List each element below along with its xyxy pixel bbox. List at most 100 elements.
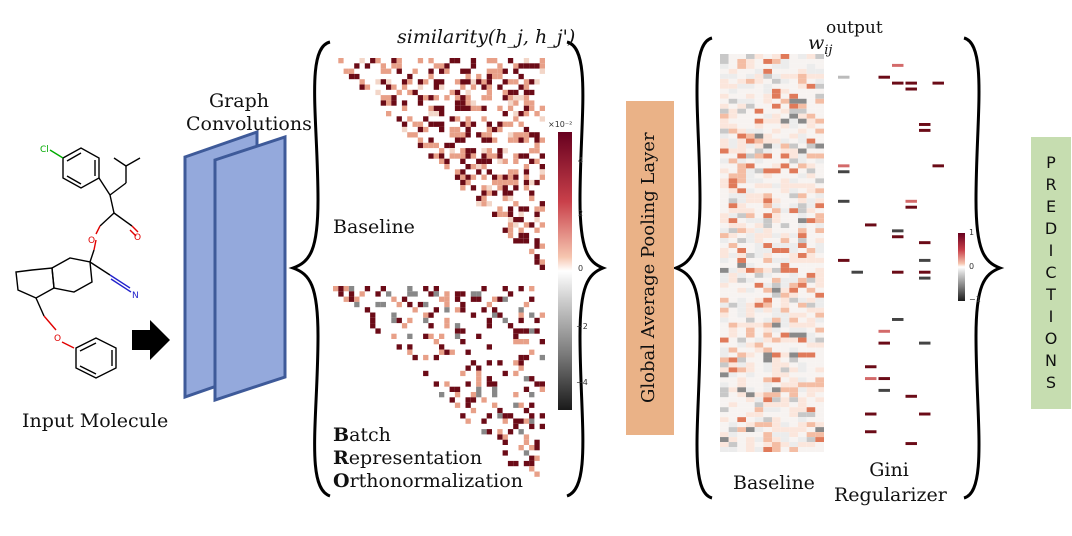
weight-cell	[772, 422, 781, 428]
similarity-cell	[454, 137, 461, 143]
similarity-cell	[470, 148, 477, 154]
similarity-cell	[486, 429, 492, 435]
similarity-cell	[386, 291, 392, 297]
similarity-cell	[454, 116, 461, 122]
weight-cell	[806, 193, 816, 199]
weight-cell	[806, 138, 816, 144]
weight-cell	[815, 148, 824, 154]
weight-cell	[806, 163, 816, 169]
similarity-cell	[412, 132, 418, 138]
weight-cell	[754, 253, 764, 258]
weight-cell	[754, 417, 764, 423]
o-atom-label: O	[88, 236, 95, 246]
weight-cell	[763, 372, 772, 378]
similarity-cell	[460, 79, 466, 85]
similarity-cell	[486, 158, 492, 164]
weight-cell	[737, 218, 746, 224]
similarity-cell	[401, 121, 408, 127]
weight-cell	[780, 153, 790, 159]
weight-cell	[789, 93, 798, 99]
similarity-cell	[523, 179, 530, 186]
weight-cell	[746, 367, 755, 373]
weight-cell	[789, 243, 798, 249]
similarity-cell	[486, 126, 492, 133]
predictions-letter: D	[1044, 219, 1058, 238]
weight-cell	[720, 178, 729, 184]
similarity-cell	[486, 317, 492, 324]
weight-cell	[789, 128, 798, 134]
similarity-cell	[502, 450, 508, 456]
weight-cell	[746, 218, 755, 224]
similarity-cell	[375, 291, 381, 297]
weight-cell	[780, 287, 790, 293]
weight-cell	[746, 262, 755, 268]
weight-cell	[806, 297, 816, 303]
weight-cell	[798, 93, 807, 99]
similarity-cell	[492, 392, 498, 398]
similarity-cell	[534, 439, 540, 445]
weight-cell	[754, 277, 764, 283]
weight-cell	[780, 173, 790, 179]
weight-cell	[798, 253, 807, 258]
weight-cell	[878, 75, 890, 79]
weight-cell	[737, 272, 746, 278]
similarity-cell	[492, 58, 498, 64]
similarity-cell	[529, 222, 535, 228]
weight-cell	[806, 372, 816, 378]
similarity-cell	[507, 179, 514, 186]
weight-cell	[737, 322, 746, 328]
predictions-letter: R	[1045, 175, 1057, 194]
weight-cell	[754, 357, 764, 363]
similarity-cell	[454, 95, 461, 101]
weight-cell	[865, 223, 877, 227]
weight-cell	[737, 337, 746, 343]
weight-cell	[798, 118, 807, 124]
weight-cell	[746, 442, 755, 448]
weight-cell	[728, 108, 738, 114]
similarity-cell	[502, 439, 508, 445]
similarity-cell	[502, 158, 508, 164]
similarity-cell	[454, 328, 461, 334]
similarity-cell	[454, 89, 461, 96]
weight-cell	[737, 407, 746, 413]
weight-cell	[737, 203, 746, 209]
weight-cell	[806, 128, 816, 134]
weight-cell	[838, 258, 850, 262]
weight-cell	[737, 432, 746, 438]
weight-cell	[905, 205, 917, 209]
similarity-cell	[534, 227, 540, 233]
similarity-cell	[518, 286, 524, 292]
bro-rest-b: atch	[349, 424, 391, 446]
weight-cell	[763, 447, 772, 452]
similarity-cell	[481, 307, 487, 313]
weight-cell	[763, 208, 772, 214]
similarity-cell	[354, 296, 360, 302]
weight-cell	[754, 68, 764, 74]
weight-cell	[789, 138, 798, 144]
weight-cell	[728, 437, 738, 443]
similarity-cell	[497, 105, 503, 111]
weight-cell	[737, 248, 746, 253]
weight-cell	[746, 223, 755, 229]
similarity-cell	[529, 466, 535, 472]
weight-cell	[919, 341, 931, 345]
similarity-cell	[348, 68, 355, 74]
weight-cell	[720, 143, 729, 149]
similarity-cell	[417, 301, 424, 308]
weight-cell	[720, 223, 729, 229]
weight-cell	[737, 143, 746, 149]
similarity-cell	[481, 190, 487, 196]
weight-cell	[806, 253, 816, 258]
weight-cell	[728, 178, 738, 184]
weight-cell	[737, 302, 746, 308]
weight-cell	[806, 402, 816, 408]
similarity-colorbar-tick: 0	[578, 264, 584, 273]
weight-cell	[728, 312, 738, 318]
similarity-cell	[396, 344, 402, 350]
weight-cell	[737, 138, 746, 144]
weight-cell	[780, 432, 790, 438]
weight-cell	[720, 168, 729, 174]
weight-cell	[815, 108, 824, 114]
weight-cell	[789, 83, 798, 89]
similarity-cell	[470, 105, 477, 111]
